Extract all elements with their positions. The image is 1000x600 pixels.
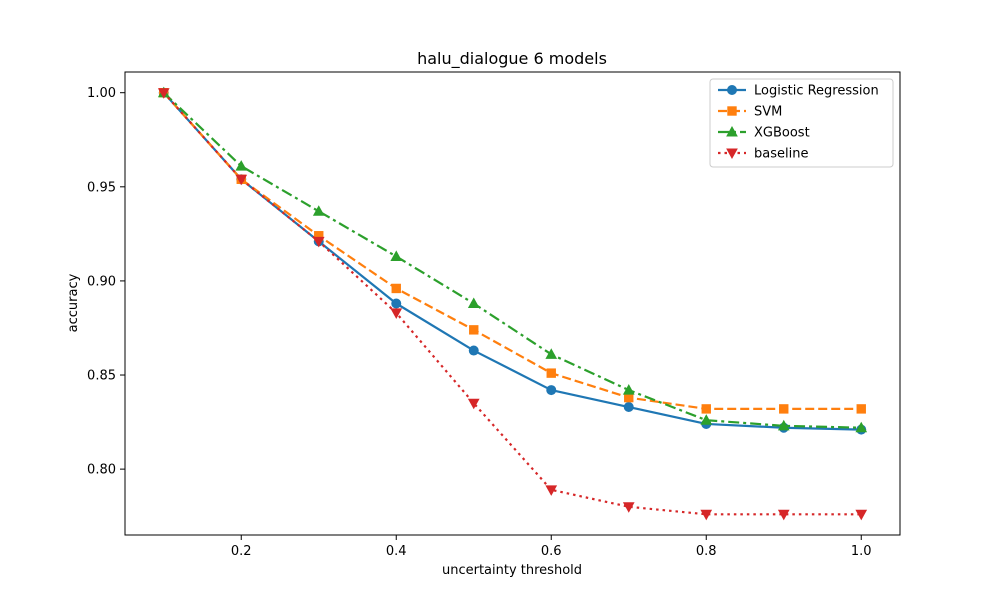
data-point [777,419,790,431]
data-point [391,283,401,294]
data-point [624,392,634,403]
legend-marker [727,106,737,116]
data-point [700,414,713,425]
data-point [777,509,790,521]
data-point [157,88,170,99]
data-point [390,250,403,261]
legend-label: baseline [754,147,808,162]
x-tick-label: 0.8 [696,544,717,559]
y-axis-label: accuracy [66,273,81,332]
data-point [312,236,325,248]
data-point [391,298,402,309]
data-point [623,402,634,413]
data-point [546,385,557,396]
data-point [546,368,556,378]
y-tick-label: 0.85 [87,369,116,384]
y-tick-label: 1.00 [87,86,116,101]
legend-item: SVM [718,105,782,120]
legend-label: XGBoost [754,126,810,141]
series-layer [157,86,868,521]
x-axis-label: uncertainty threshold [442,563,582,578]
data-point [779,404,789,414]
x-tick-label: 0.4 [386,544,407,559]
legend-marker [727,85,737,95]
data-point [855,421,868,433]
data-point [545,485,558,496]
legend: Logistic Regression SVM XGBoost baseline [709,78,894,168]
y-tick-label: 0.95 [87,180,116,195]
data-point [467,398,480,410]
series-line [162,91,862,429]
data-point [701,404,711,414]
data-point [312,205,325,216]
data-point [622,502,635,513]
data-point [545,348,558,359]
data-point [235,174,248,186]
y-axis: 0.80 0.85 0.90 0.95 1.00 [87,86,125,478]
chart-title: halu_dialogue 6 models [417,49,607,69]
series-line [162,91,862,410]
legend-item: baseline [718,147,808,162]
series-line [162,91,862,431]
legend-item: XGBoost [718,126,810,141]
y-tick-label: 0.90 [87,274,116,289]
x-tick-label: 0.6 [541,544,562,559]
legend-marker [726,148,738,160]
legend-label: SVM [754,105,782,120]
data-point [467,297,480,308]
legend-item: Logistic Regression [718,84,879,99]
data-point [856,404,866,414]
x-tick-label: 1.0 [851,544,872,559]
legend-box [709,78,894,168]
x-tick-label: 0.2 [231,544,252,559]
x-axis: 0.2 0.4 0.6 0.8 1.0 [231,535,872,559]
data-point [700,509,713,521]
data-point [855,509,868,521]
legend-label: Logistic Regression [754,84,879,99]
series-baseline [157,88,868,521]
data-point [469,325,479,335]
legend-marker [726,125,738,137]
data-point [622,384,635,395]
y-tick-label: 0.80 [87,463,116,478]
plot-frame [124,71,901,536]
data-point [235,160,248,171]
data-point [468,345,479,356]
data-point [390,308,403,319]
